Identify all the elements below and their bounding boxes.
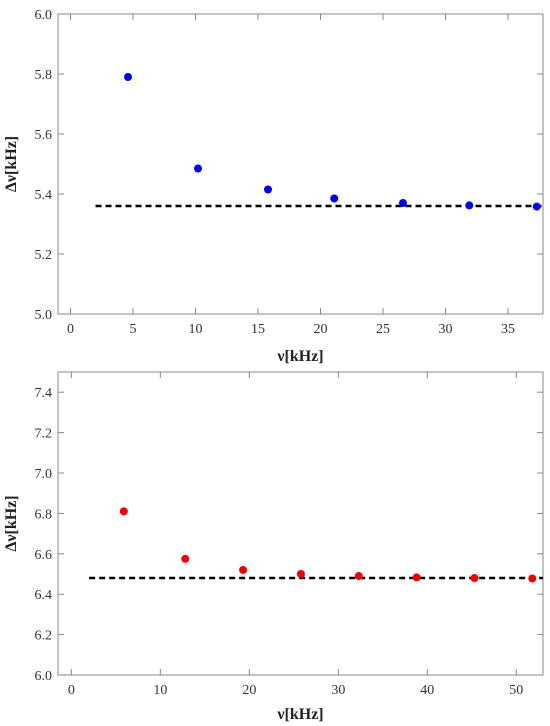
x-tick-label: 30 (331, 683, 345, 698)
y-tick-label: 5.8 (35, 68, 53, 83)
y-tick-label: 6.8 (35, 507, 53, 522)
data-point (532, 202, 541, 211)
x-tick-label: 5 (130, 322, 137, 337)
data-point (330, 194, 339, 203)
x-tick-label: 20 (242, 683, 256, 698)
x-tick-label: 20 (314, 322, 328, 337)
y-axis-label: Δν[kHz] (3, 136, 20, 192)
data-point (119, 507, 128, 516)
y-tick-label: 5.2 (35, 248, 53, 263)
y-tick-label: 5.4 (35, 188, 53, 203)
x-axis-label: ν[kHz] (276, 706, 323, 723)
x-tick-label: 0 (67, 322, 74, 337)
data-point (528, 574, 537, 583)
x-tick-label: 25 (376, 322, 390, 337)
data-point (354, 572, 363, 581)
y-tick-label: 6.2 (35, 629, 53, 644)
data-point (465, 201, 474, 210)
y-axis-label: Δν[kHz] (3, 495, 20, 551)
y-tick-label: 7.4 (35, 386, 53, 401)
x-tick-label: 0 (68, 683, 75, 698)
y-tick-label: 5.0 (35, 308, 53, 323)
chart-panel-2: 0 10 20 30 40 50 6.0 6.2 6.4 6.6 6.8 7.0 7.2 7.4 ν[kHz… (3, 371, 544, 723)
y-tick-label: 6.4 (35, 588, 53, 603)
data-point (239, 565, 248, 574)
y-tick-label: 7.2 (35, 427, 53, 442)
x-tick-label: 50 (509, 683, 523, 698)
data-point (181, 554, 190, 563)
x-tick-label: 40 (420, 683, 434, 698)
x-tick-label: 10 (189, 322, 203, 337)
data-point (470, 574, 479, 583)
x-tick-label: 15 (251, 322, 265, 337)
x-tick-label: 10 (153, 683, 167, 698)
y-tick-label: 5.6 (35, 128, 53, 143)
data-point (412, 573, 421, 582)
data-point (194, 164, 202, 173)
data-point (124, 73, 132, 81)
x-tick-label: 35 (501, 322, 515, 337)
data-point (296, 570, 305, 578)
data-point (264, 185, 272, 194)
chart-panel-1: 0 5 10 15 20 25 30 35 5.0 5.2 5.4 5.6 5.8 6.0 ν[kHz] Δν… (3, 8, 544, 365)
y-tick-label: 6.0 (35, 669, 53, 684)
data-point (399, 199, 407, 207)
plot-frame (57, 13, 544, 315)
x-axis-label: ν[kHz] (276, 348, 323, 365)
y-tick-label: 7.0 (35, 467, 53, 482)
x-tick-label: 30 (439, 322, 453, 337)
plot-frame (57, 371, 544, 676)
y-tick-label: 6.6 (35, 548, 53, 563)
y-tick-label: 6.0 (35, 8, 53, 23)
